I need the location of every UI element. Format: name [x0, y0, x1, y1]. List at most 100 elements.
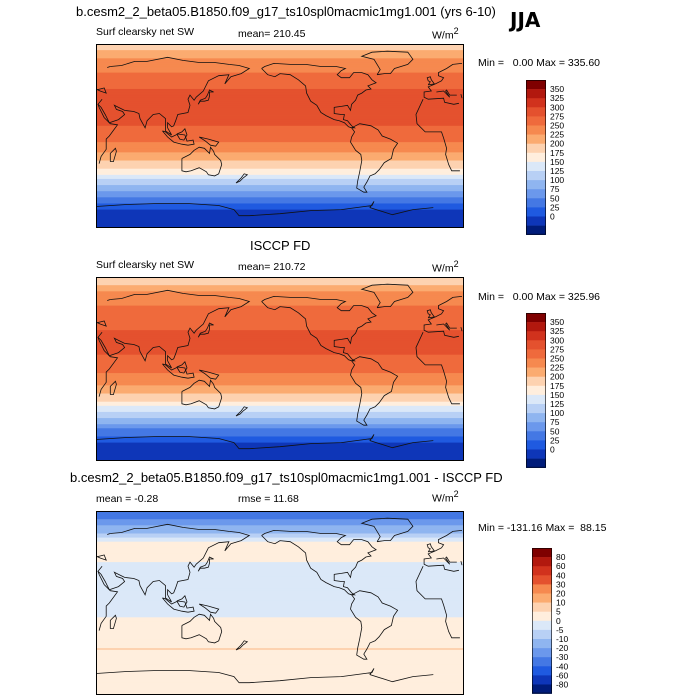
map-band: [96, 121, 464, 125]
colorbar-box: [532, 675, 553, 685]
map-band: [96, 138, 464, 141]
map-band: [96, 209, 464, 213]
map-band: [96, 578, 464, 581]
map-band: [96, 623, 464, 626]
coastline-europe-africa: [97, 530, 463, 639]
colorbar-tick-label: 300: [550, 335, 564, 345]
map-band: [96, 662, 464, 665]
map-band: [96, 160, 464, 163]
map-band: [96, 293, 464, 296]
map-band: [96, 537, 464, 541]
coastline-new-zealand: [235, 640, 249, 651]
colorbar-tick-label: 100: [550, 408, 564, 418]
colorbar-tick-label: 250: [550, 120, 564, 130]
map-band: [96, 371, 464, 374]
coastline-new-zealand: [235, 173, 249, 184]
colorbar-tick-label: -20: [556, 643, 569, 653]
panel-1-mean: mean= 210.45: [238, 28, 306, 40]
colorbar-tick-label: 25: [550, 202, 560, 212]
map-band: [96, 342, 464, 345]
map-band: [96, 334, 464, 337]
colorbar-box: [526, 367, 547, 377]
map-band: [96, 54, 464, 57]
map-band: [96, 340, 464, 343]
map-band: [96, 360, 464, 364]
map-band: [96, 523, 464, 526]
map-band: [96, 93, 464, 96]
map-band: [96, 525, 464, 528]
map-band: [96, 403, 464, 407]
map-band: [96, 338, 464, 341]
map-band: [96, 180, 464, 184]
map-band: [96, 158, 464, 161]
colorbar-box: [526, 161, 547, 172]
map-band: [96, 80, 464, 84]
map-band: [96, 348, 464, 351]
map-band: [96, 521, 464, 524]
colorbar-tick-label: 80: [556, 552, 566, 562]
map-band: [96, 178, 464, 182]
map-band: [96, 215, 464, 219]
panel-2-colorbar: 350 325 300 275 250 225 200 175 150 125 100 75 50 25 0: [526, 313, 606, 470]
map-band: [96, 564, 464, 567]
colorbar-tick-label: 175: [550, 381, 564, 391]
map-band: [96, 645, 464, 649]
map-band: [96, 515, 464, 518]
coastline-south-america: [350, 356, 399, 426]
map-band: [96, 584, 464, 588]
map-band: [96, 113, 464, 116]
panel-3-minmax: Min = -131.16 Max = 88.15: [478, 522, 607, 534]
map-band: [96, 191, 464, 194]
colorbar-frame: [532, 548, 552, 694]
map-band: [96, 566, 464, 569]
coastline-antarctica: [96, 434, 434, 450]
colorbar-box: [532, 548, 553, 558]
map-band: [96, 283, 464, 286]
map-band: [96, 426, 464, 429]
coastline-madagascar: [109, 147, 117, 162]
map-band: [96, 692, 464, 695]
panel-1-map-svg: [96, 44, 464, 228]
coastline-north-america: [261, 62, 377, 129]
colorbar-tick-label: 325: [550, 93, 564, 103]
map-band: [96, 582, 464, 585]
coastline-borneo: [176, 595, 188, 608]
colorbar-tick-label: 75: [550, 417, 560, 427]
colorbar-box: [526, 107, 547, 117]
map-band: [96, 656, 464, 659]
map-band: [96, 430, 464, 433]
map-band: [96, 391, 464, 394]
colorbar-tick-label: 275: [550, 111, 564, 121]
coastline-indonesia: [162, 597, 195, 613]
map-band: [96, 193, 464, 196]
coastline-antarctica: [96, 668, 434, 684]
panel-3-units: W/m2: [432, 489, 459, 505]
colorbar-tick-label: 0: [556, 616, 561, 626]
map-band: [96, 674, 464, 677]
map-frame: [96, 44, 464, 228]
map-band: [96, 611, 464, 614]
colorbar-box: [526, 116, 547, 126]
colorbar-tick-label: -30: [556, 652, 569, 662]
map-band: [96, 129, 464, 133]
map-band: [96, 168, 464, 172]
map-band: [96, 513, 464, 516]
colorbar-box: [526, 413, 547, 423]
map-band: [96, 225, 464, 228]
map-band: [96, 152, 464, 155]
colorbar-box: [526, 331, 547, 341]
map-band: [96, 164, 464, 168]
colorbar-box: [526, 98, 547, 108]
map-band: [96, 631, 464, 635]
map-band: [96, 332, 464, 335]
map-band: [96, 84, 464, 88]
colorbar-box: [526, 80, 547, 90]
map-band: [96, 590, 464, 594]
colorbar-box: [532, 657, 553, 667]
colorbar-tick-label: 225: [550, 363, 564, 373]
map-band: [96, 309, 464, 313]
map-band: [96, 596, 464, 600]
colorbar-box: [526, 225, 547, 235]
